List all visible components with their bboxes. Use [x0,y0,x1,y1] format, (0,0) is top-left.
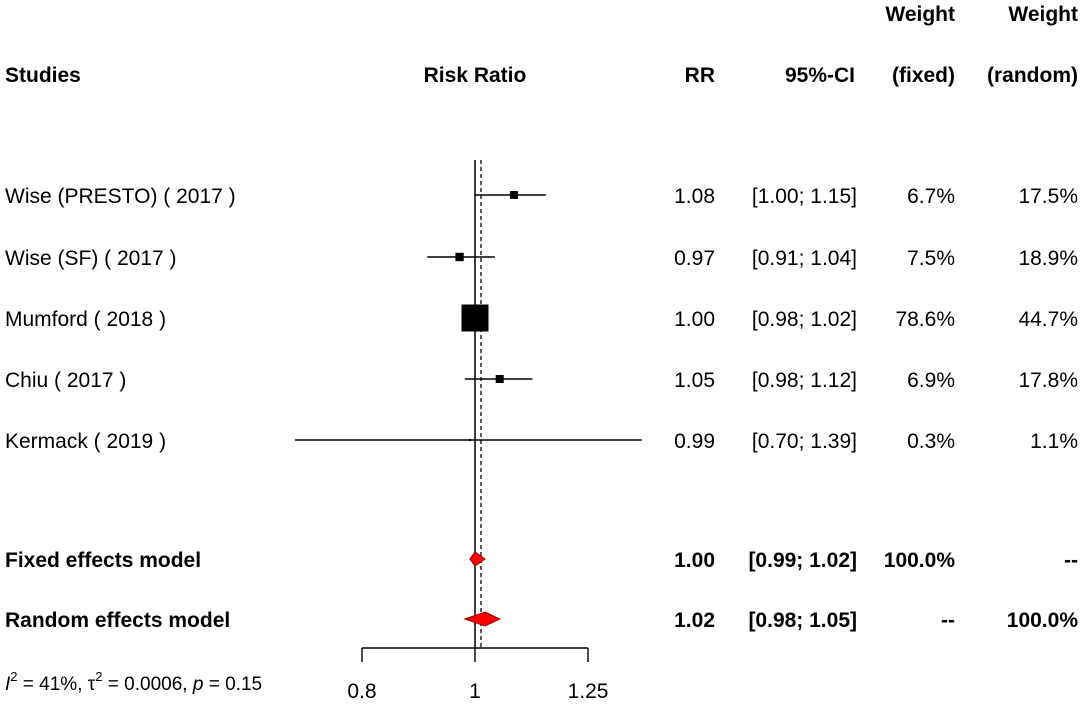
study-point-box [468,439,471,441]
study-weight-fixed: 78.6% [895,308,955,331]
model-weight-random: -- [1064,549,1078,572]
model-diamond [463,611,501,627]
header-ci: 95%-CI [785,64,855,87]
study-weight-fixed: 7.5% [907,247,955,270]
study-weight-random: 17.5% [1018,185,1078,208]
x-axis-tick-label: 1.25 [568,680,609,703]
study-rr: 1.00 [674,308,715,331]
x-axis-tick-label: 0.8 [347,680,376,703]
study-weight-fixed: 6.9% [907,369,955,392]
model-diamond [469,551,486,567]
header-weight-random-bottom: (random) [987,64,1078,87]
model-label: Random effects model [5,609,230,632]
study-weight-random: 1.1% [1030,430,1078,453]
study-rr: 0.97 [674,247,715,270]
study-weight-random: 44.7% [1018,308,1078,331]
header-weight-random-top: Weight [1008,3,1078,26]
model-ci: [0.99; 1.02] [748,549,857,572]
study-rr: 1.08 [674,185,715,208]
study-weight-random: 17.8% [1018,369,1078,392]
header-weight-fixed-bottom: (fixed) [892,64,955,87]
p-value: 0.15 [225,674,262,695]
heterogeneity-stats: I2 = 41%, τ2 = 0.0006, p = 0.15 [5,669,262,695]
study-point-box [455,252,464,262]
model-label: Fixed effects model [5,549,201,572]
model-weight-fixed: 100.0% [884,549,956,572]
header-weight-fixed-top: Weight [885,3,955,26]
header-rr: RR [685,64,715,87]
study-point-box [461,304,489,332]
study-ci: [0.98; 1.12] [752,369,857,392]
study-ci: [0.91; 1.04] [752,247,857,270]
plot-marks [295,160,642,648]
study-point-box [510,191,518,199]
study-rows: Wise (PRESTO) ( 2017 ) 1.08 [1.00; 1.15] 6.… [5,185,1078,632]
study-rr: 1.05 [674,369,715,392]
x-axis-tick-label: 1 [469,680,481,703]
study-weight-fixed: 6.7% [907,185,955,208]
study-point-box [495,375,504,383]
column-headers: Studies Risk Ratio RR 95%-CI Weight (fix… [5,3,1078,87]
study-label: Mumford ( 2018 ) [5,308,166,331]
study-weight-fixed: 0.3% [907,430,955,453]
header-studies: Studies [5,64,81,87]
model-rr: 1.00 [674,549,715,572]
model-weight-fixed: -- [941,609,955,632]
study-ci: [0.98; 1.02] [752,308,857,331]
model-rr: 1.02 [674,609,715,632]
study-ci: [1.00; 1.15] [752,185,857,208]
study-label: Wise (SF) ( 2017 ) [5,247,177,270]
study-label: Kermack ( 2019 ) [5,430,166,453]
header-risk-ratio: Risk Ratio [424,64,527,87]
tau2-value: 0.0006 [124,674,182,695]
model-weight-random: 100.0% [1007,609,1079,632]
study-ci: [0.70; 1.39] [752,430,857,453]
i2-value: 41% [39,674,77,695]
study-rr: 0.99 [674,430,715,453]
heterogeneity-label: I2 = 41%, τ2 = 0.0006, p = 0.15 [5,669,262,695]
study-label: Chiu ( 2017 ) [5,369,126,392]
study-label: Wise (PRESTO) ( 2017 ) [5,185,236,208]
x-axis: 0.8 1 1.25 [347,647,609,703]
model-ci: [0.98; 1.05] [748,609,857,632]
study-weight-random: 18.9% [1018,247,1078,270]
